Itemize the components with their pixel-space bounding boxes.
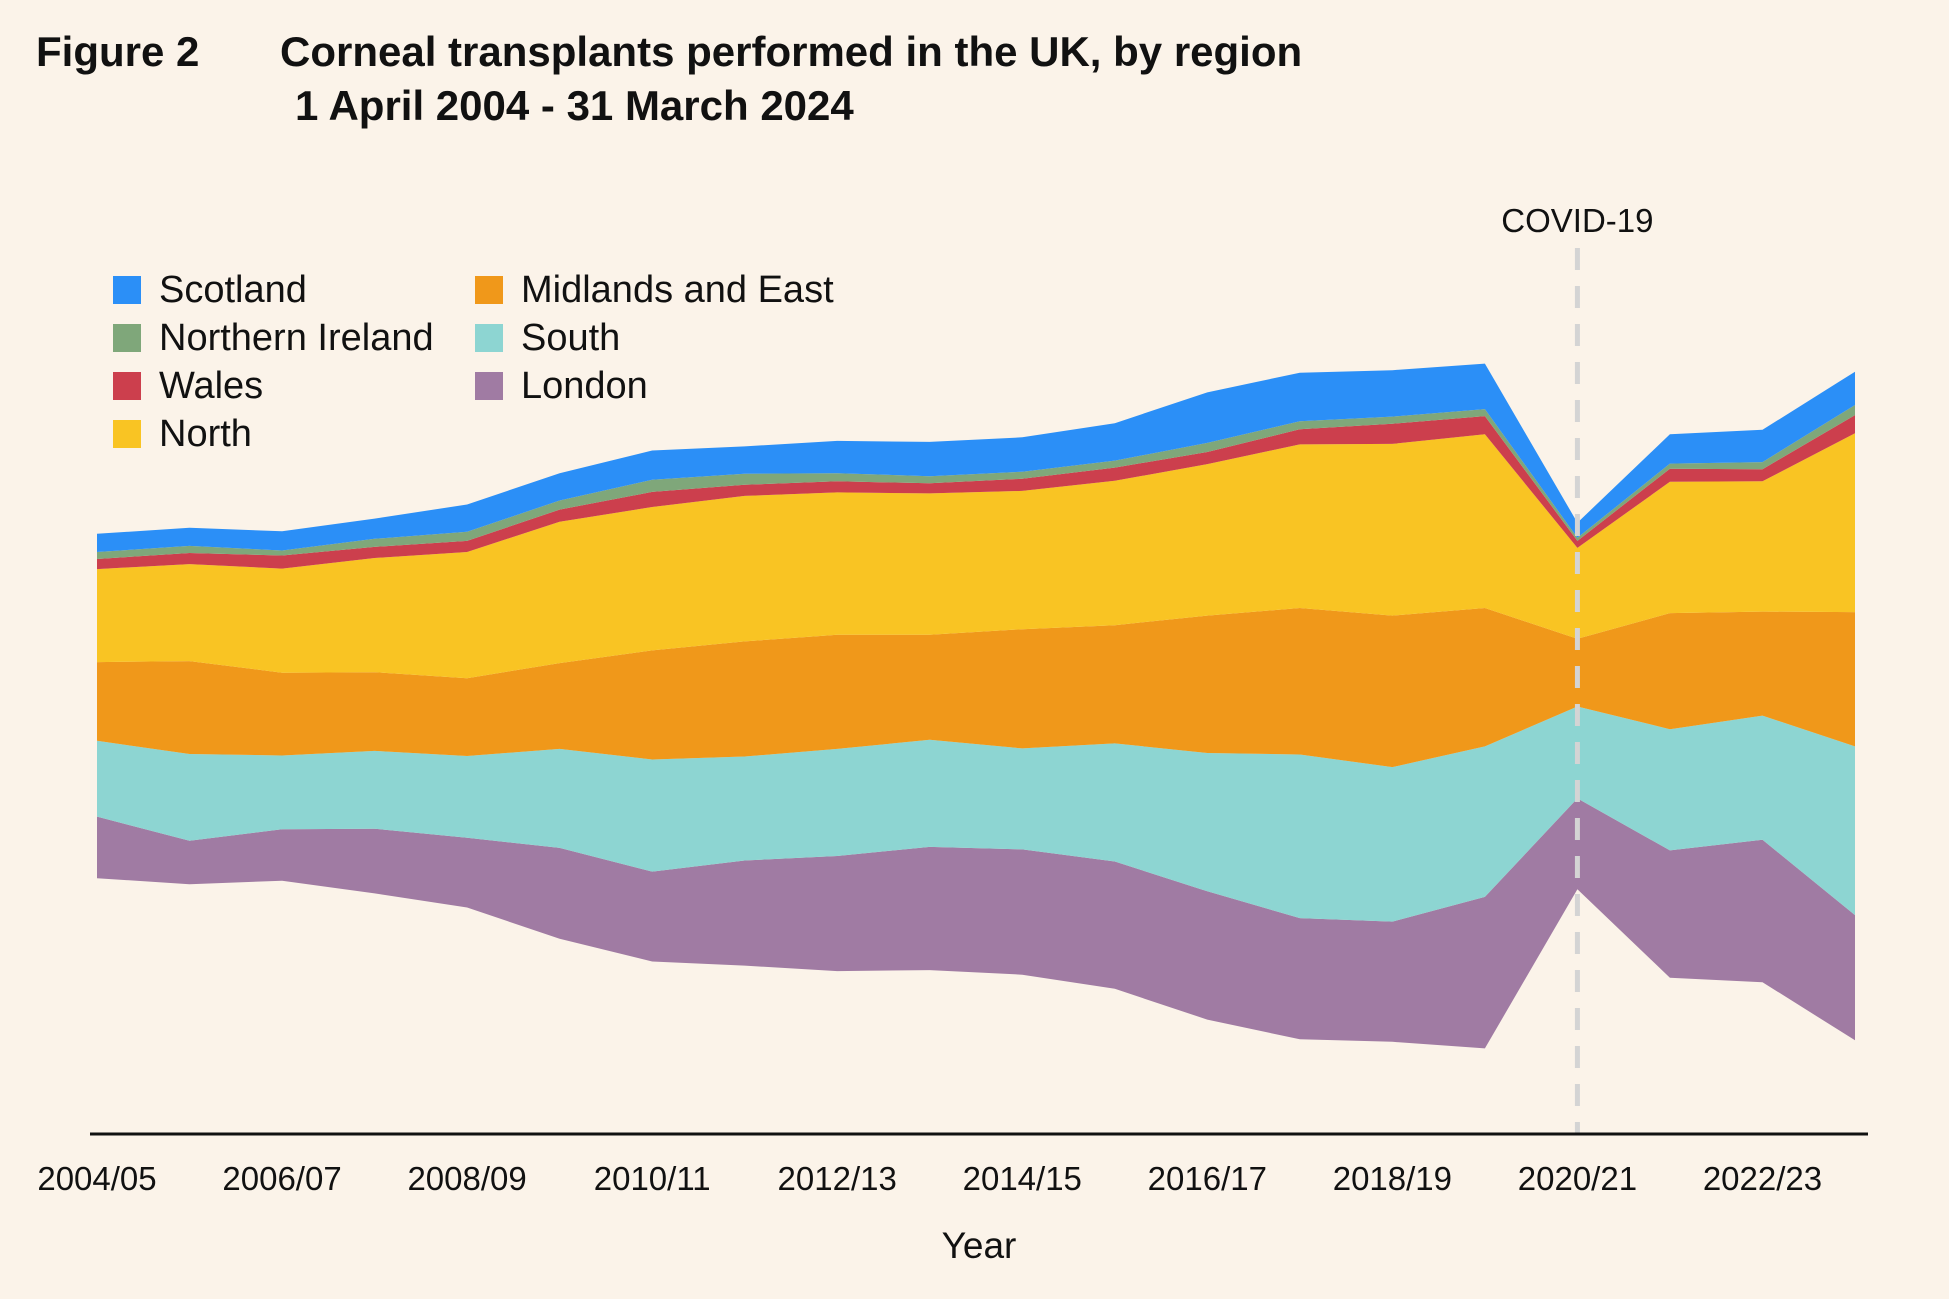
legend-label: London (521, 364, 648, 407)
x-tick-label: 2008/09 (407, 1160, 526, 1197)
legend-swatch (113, 372, 141, 400)
area-north (97, 433, 1855, 679)
area-midlands-and-east (97, 608, 1855, 768)
x-tick-label: 2010/11 (594, 1160, 711, 1197)
legend-label: Wales (159, 364, 264, 407)
area-london (97, 798, 1855, 1049)
x-tick-label: 2004/05 (37, 1160, 156, 1197)
covid-label: COVID-19 (1501, 202, 1653, 239)
legend-label: Midlands and East (521, 268, 834, 311)
legend-item: North (113, 412, 252, 456)
legend-item: Northern Ireland (113, 316, 434, 360)
legend-swatch (113, 276, 141, 304)
legend-label: Northern Ireland (159, 316, 434, 359)
legend-swatch (113, 420, 141, 448)
figure-label: Figure 2 (36, 28, 200, 75)
legend-swatch (475, 372, 503, 400)
x-axis-ticks: 2004/05 2006/07 2008/09 2010/11 2012/13 2014/… (37, 1160, 1822, 1197)
legend-label: South (521, 316, 621, 359)
x-tick-label: 2018/19 (1333, 1160, 1452, 1197)
chart-subtitle: 1 April 2004 - 31 March 2024 (295, 82, 854, 129)
x-tick-label: 2022/23 (1703, 1160, 1822, 1197)
x-tick-label: 2016/17 (1148, 1160, 1267, 1197)
legend-item: South (475, 316, 620, 360)
legend-item: London (475, 364, 648, 408)
legend-label: Scotland (159, 268, 307, 311)
x-tick-label: 2014/15 (963, 1160, 1082, 1197)
area-south (97, 706, 1855, 922)
chart-title: Corneal transplants performed in the UK,… (280, 28, 1303, 75)
legend-item: Scotland (113, 268, 307, 312)
legend-swatch (113, 324, 141, 352)
legend-swatch (475, 276, 503, 304)
area-wales (97, 415, 1855, 570)
x-tick-label: 2006/07 (222, 1160, 341, 1197)
legend-item: Midlands and East (475, 268, 834, 312)
legend-swatch (475, 324, 503, 352)
area-scotland (97, 363, 1855, 552)
legend-label: North (159, 412, 252, 455)
covid-annotation: COVID-19 (1501, 202, 1654, 1134)
legend-item: Wales (113, 364, 263, 408)
x-tick-label: 2020/21 (1518, 1160, 1637, 1197)
x-axis-label: Year (942, 1225, 1017, 1266)
x-tick-label: 2012/13 (778, 1160, 897, 1197)
area-layers (97, 363, 1855, 1049)
